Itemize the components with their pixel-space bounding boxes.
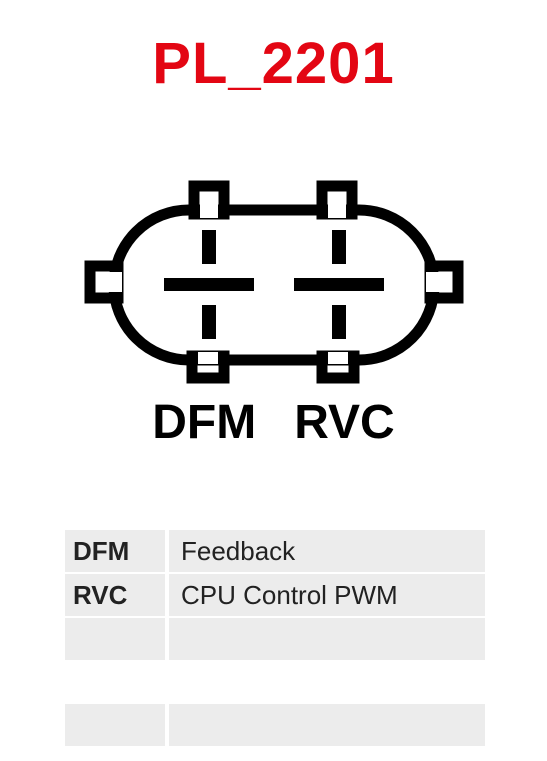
pin-label-row: DFM RVC (0, 395, 547, 450)
pin-label-dfm: DFM (152, 395, 256, 450)
table-value-cell (169, 704, 485, 746)
table-label-cell (65, 704, 165, 746)
table-value-cell (169, 618, 485, 660)
table-gap (65, 662, 485, 704)
table-label-cell: DFM (65, 530, 165, 572)
table-row: RVC CPU Control PWM (65, 574, 485, 616)
pin-label-rvc: RVC (294, 395, 394, 450)
connector-diagram (64, 170, 484, 390)
table-row (65, 618, 485, 660)
table-label-cell: RVC (65, 574, 165, 616)
table-value-cell: CPU Control PWM (169, 574, 485, 616)
pin-definition-table: DFM Feedback RVC CPU Control PWM (65, 530, 485, 748)
table-value-cell: Feedback (169, 530, 485, 572)
table-row (65, 704, 485, 746)
table-row: DFM Feedback (65, 530, 485, 572)
table-label-cell (65, 618, 165, 660)
connector-diagram-container (0, 170, 547, 390)
part-number-title: PL_2201 (0, 30, 547, 97)
